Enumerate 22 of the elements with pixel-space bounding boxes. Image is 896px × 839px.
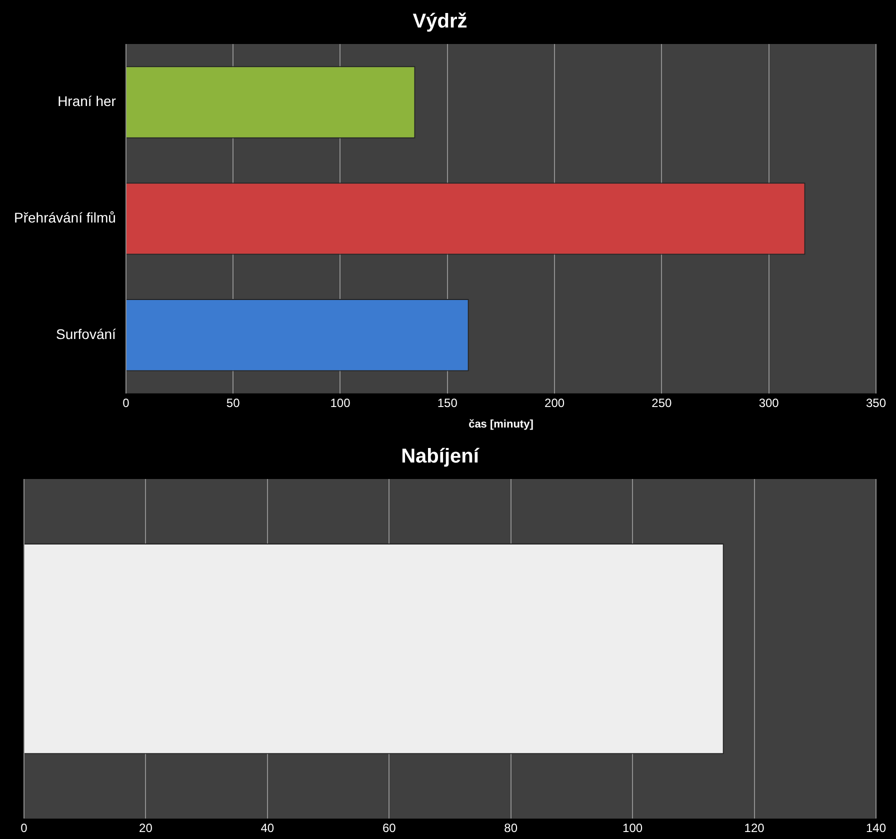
x-tick-label: 100 bbox=[330, 396, 351, 410]
x-tick-label: 300 bbox=[758, 396, 780, 410]
x-tick-label: 20 bbox=[139, 821, 153, 836]
x-tick-label: 120 bbox=[744, 821, 765, 836]
x-tick-label: 100 bbox=[622, 821, 643, 836]
y-tick-label: Surfování bbox=[56, 326, 116, 342]
x-tick-label: 150 bbox=[437, 396, 458, 410]
y-tick-label: Hraní her bbox=[58, 93, 116, 110]
x-tick-label: 140 bbox=[866, 821, 886, 836]
x-axis-title: čas [minuty] bbox=[468, 418, 534, 430]
chart-title: Výdrž bbox=[412, 10, 468, 33]
x-tick-label: 50 bbox=[226, 396, 240, 410]
x-tick-label: 350 bbox=[866, 396, 886, 410]
x-tick-label: 40 bbox=[260, 821, 274, 836]
x-tick-label: 250 bbox=[652, 396, 672, 410]
x-tick-label: 80 bbox=[504, 821, 518, 836]
x-tick-label: 0 bbox=[20, 821, 28, 836]
x-tick-label: 0 bbox=[122, 396, 130, 410]
chart-title: Nabíjení bbox=[401, 446, 480, 468]
x-tick-label: 60 bbox=[382, 821, 396, 836]
x-tick-label: 200 bbox=[544, 396, 565, 410]
y-tick-label: Přehrávání filmů bbox=[14, 210, 116, 226]
